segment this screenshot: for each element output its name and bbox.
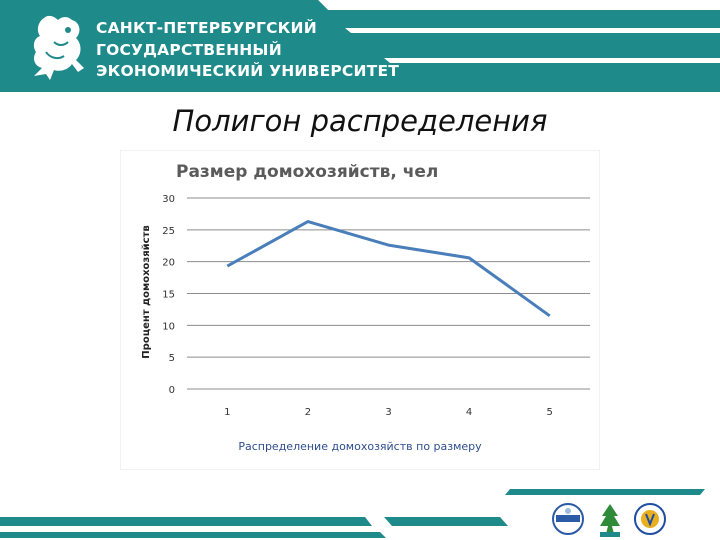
partner-logo-3-icon: [634, 503, 666, 535]
chart-caption: Распределение домохозяйств по размеру: [238, 440, 482, 453]
y-tick-label: 5: [169, 353, 175, 364]
x-tick-labels: 1 2 3 4 5: [224, 407, 553, 418]
y-tick-label: 25: [162, 226, 175, 237]
partner-logos: [552, 503, 666, 537]
line-chart: Размер домохозяйств, чел Процент домохоз…: [120, 150, 600, 470]
partner-logo-2-icon: [600, 504, 620, 537]
x-tick-label: 5: [547, 407, 553, 418]
x-tick-label: 4: [466, 407, 472, 418]
chart-title: Размер домохозяйств, чел: [176, 162, 438, 182]
series-lines: [226, 220, 551, 318]
university-name-line-3: ЭКОНОМИЧЕСКИЙ УНИВЕРСИТЕТ: [96, 62, 400, 80]
gridlines: [187, 197, 590, 390]
slide-title: Полигон распределения: [172, 104, 548, 138]
footer-stripes: [0, 489, 705, 538]
header-banner: САНКТ-ПЕТЕРБУРГСКИЙ ГОСУДАРСТВЕННЫЙ ЭКОН…: [0, 0, 720, 92]
partner-logo-1-icon: [552, 503, 584, 535]
y-tick-label: 30: [162, 194, 175, 205]
university-name-line-1: САНКТ-ПЕТЕРБУРГСКИЙ: [96, 19, 317, 37]
y-tick-label: 10: [162, 321, 175, 332]
griffin-logo-icon: [33, 15, 84, 81]
header-decor: [0, 0, 720, 92]
y-axis-label: Процент домохозяйств: [141, 225, 152, 358]
line-chart-svg: Размер домохозяйств, чел Процент домохоз…: [120, 150, 600, 470]
y-tick-label: 20: [162, 258, 175, 269]
y-tick-label: 15: [162, 290, 175, 301]
y-tick-labels: 0 5 10 15 20 25 30: [162, 194, 175, 396]
university-name: САНКТ-ПЕТЕРБУРГСКИЙ ГОСУДАРСТВЕННЫЙ ЭКОН…: [96, 18, 399, 83]
x-tick-label: 3: [385, 407, 391, 418]
x-tick-label: 2: [305, 407, 311, 418]
y-tick-label: 0: [169, 385, 175, 396]
university-name-line-2: ГОСУДАРСТВЕННЫЙ: [96, 40, 282, 59]
x-tick-label: 1: [224, 407, 230, 418]
